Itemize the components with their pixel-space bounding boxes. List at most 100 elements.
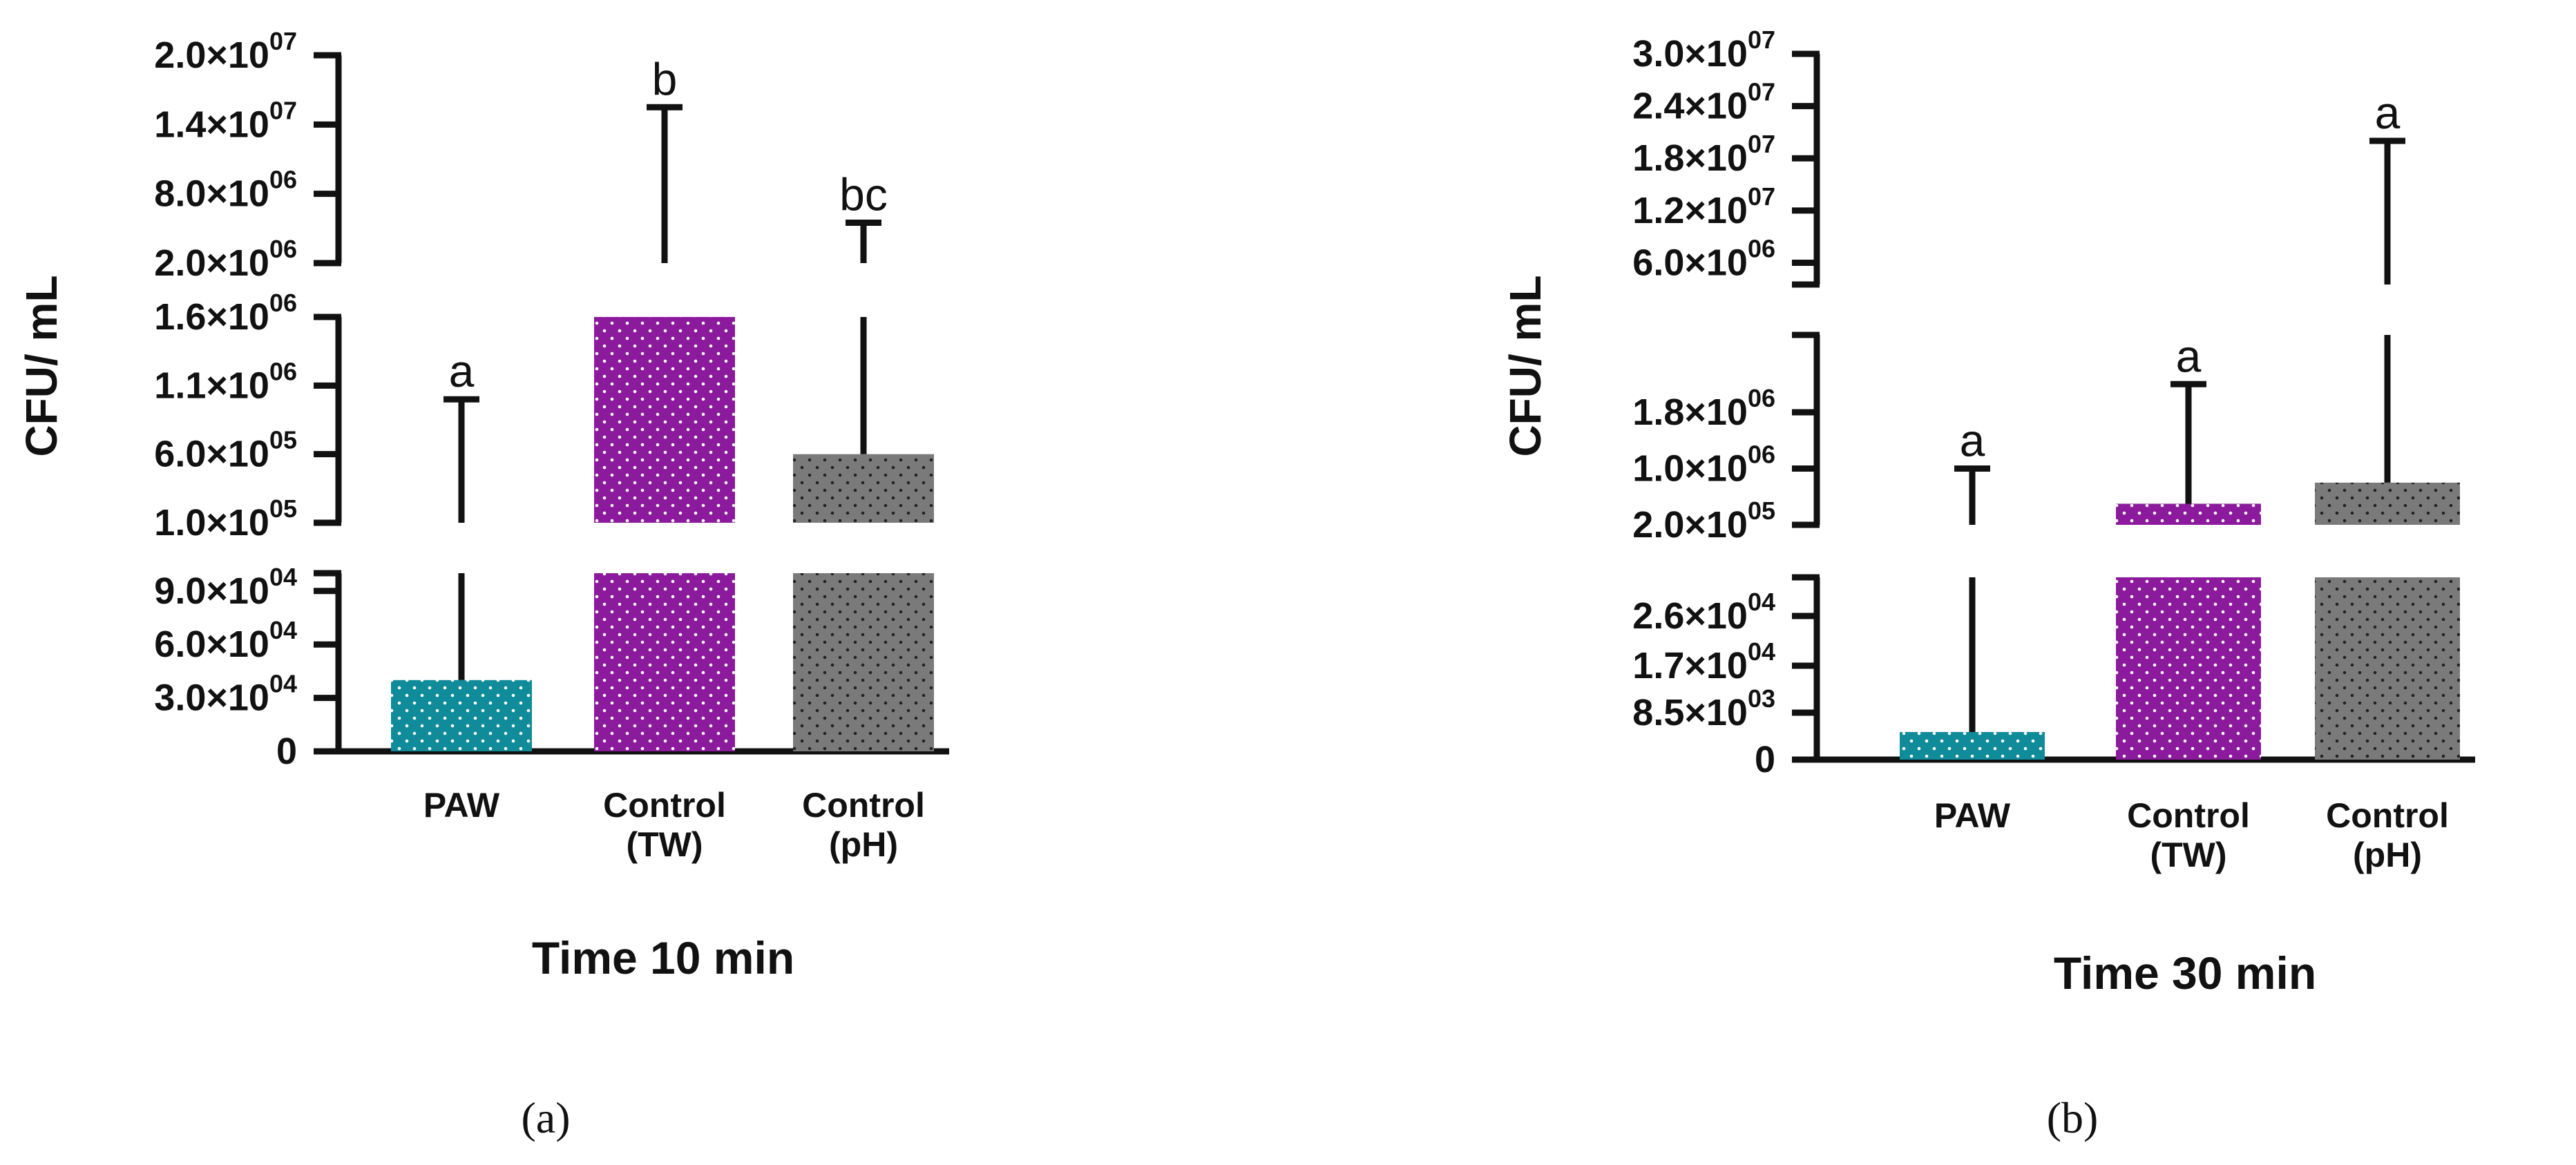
y-tick-exponent: 05 xyxy=(1748,497,1775,525)
y-axis-title: CFU/ mL xyxy=(17,275,66,456)
y-tick-label: 1.4×1007 xyxy=(154,96,297,145)
y-tick-mantissa: 6.0×10 xyxy=(1632,242,1748,283)
y-tick-mantissa: 9.0×10 xyxy=(154,570,269,612)
significance-label-3: a xyxy=(2375,87,2401,138)
y-tick-mantissa: 6.0×10 xyxy=(154,434,269,475)
y-tick-mantissa: 1.7×10 xyxy=(1632,645,1748,686)
significance-label-1: a xyxy=(1960,415,1985,466)
x-axis-title: Time 30 min xyxy=(2054,947,2316,999)
panel-b-chart: 08.5×10031.7×10042.6×10042.0×10051.0×100… xyxy=(1500,26,2475,1142)
y-tick-mantissa: 6.0×10 xyxy=(154,624,269,665)
y-tick-exponent: 06 xyxy=(1748,441,1775,469)
bar-1-segment-1 xyxy=(391,680,532,751)
y-tick-label: 2.0×1005 xyxy=(1632,497,1775,546)
y-tick-label: 6.0×1006 xyxy=(1632,234,1775,283)
category-sublabel-3: (pH) xyxy=(2353,836,2422,874)
y-tick-exponent: 04 xyxy=(1748,588,1775,616)
y-tick-label: 2.0×1006 xyxy=(154,235,297,284)
significance-label-2: b xyxy=(652,53,678,104)
y-tick-label: 2.0×1007 xyxy=(154,27,297,76)
y-tick-exponent: 06 xyxy=(269,289,297,317)
y-tick-mantissa: 1.8×10 xyxy=(1632,137,1748,179)
bar-3-segment-1 xyxy=(793,573,934,751)
y-tick-mantissa: 2.0×10 xyxy=(154,35,269,76)
bar-3-segment-2 xyxy=(793,454,934,523)
y-tick-label: 1.6×1006 xyxy=(154,289,297,338)
y-tick-label: 1.7×1004 xyxy=(1632,637,1775,686)
y-tick-exponent: 04 xyxy=(269,616,297,644)
y-tick-exponent: 06 xyxy=(269,166,297,194)
y-tick-label: 8.0×1006 xyxy=(154,166,297,215)
y-tick-mantissa: 1.2×10 xyxy=(1632,190,1748,231)
y-tick-mantissa: 1.4×10 xyxy=(154,104,269,145)
y-tick-mantissa: 0 xyxy=(276,731,297,772)
category-label-2: Control xyxy=(603,786,726,825)
y-tick-label: 3.0×1007 xyxy=(1632,26,1775,75)
bar-2-segment-2 xyxy=(594,317,735,523)
y-tick-mantissa: 8.0×10 xyxy=(154,173,269,215)
y-tick-label: 6.0×1005 xyxy=(154,426,297,475)
category-sublabel-2: (TW) xyxy=(2150,836,2226,874)
y-tick-exponent: 07 xyxy=(1748,182,1775,211)
bar-3-segment-2 xyxy=(2315,482,2460,525)
y-tick-mantissa: 3.0×10 xyxy=(154,677,269,719)
y-tick-label: 3.0×1004 xyxy=(154,670,297,719)
significance-label-2: a xyxy=(2176,330,2202,381)
y-tick-exponent: 05 xyxy=(269,494,297,523)
significance-label-3: bc xyxy=(839,169,888,220)
y-tick-exponent: 07 xyxy=(1748,26,1775,54)
y-tick-label: 1.0×1005 xyxy=(154,494,297,543)
bar-2-segment-1 xyxy=(2116,577,2261,760)
y-tick-exponent: 07 xyxy=(1748,78,1775,106)
bar-1-segment-1 xyxy=(1900,732,2045,760)
y-tick-mantissa: 0 xyxy=(1755,739,1775,780)
category-label-1: PAW xyxy=(423,786,500,825)
y-tick-mantissa: 2.6×10 xyxy=(1632,595,1748,637)
category-label-3: Control xyxy=(2326,796,2449,835)
y-tick-exponent: 04 xyxy=(269,670,297,698)
significance-label-1: a xyxy=(449,345,475,396)
y-tick-mantissa: 2.0×10 xyxy=(154,242,269,284)
bar-2-segment-2 xyxy=(2116,503,2261,525)
panel-a-chart: 03.0×10046.0×10049.0×10041.0×10056.0×100… xyxy=(17,27,949,1142)
y-axis-title: CFU/ mL xyxy=(1500,275,1550,456)
y-tick-label: 9.0×1004 xyxy=(154,563,297,612)
bar-3-segment-1 xyxy=(2315,577,2460,760)
y-tick-label: 2.4×1007 xyxy=(1632,78,1775,127)
y-tick-mantissa: 2.4×10 xyxy=(1632,86,1748,127)
y-tick-mantissa: 1.0×10 xyxy=(1632,448,1748,490)
y-tick-label: 0 xyxy=(1755,739,1775,780)
y-tick-mantissa: 1.1×10 xyxy=(154,365,269,406)
y-tick-label: 2.6×1004 xyxy=(1632,588,1775,637)
y-tick-exponent: 03 xyxy=(1748,684,1775,713)
y-tick-exponent: 07 xyxy=(269,27,297,55)
y-tick-exponent: 06 xyxy=(1748,234,1775,262)
category-label-1: PAW xyxy=(1934,796,2011,835)
y-tick-exponent: 07 xyxy=(269,96,297,124)
y-tick-mantissa: 1.0×10 xyxy=(154,502,269,543)
panel-label: (a) xyxy=(521,1093,570,1142)
y-tick-mantissa: 3.0×10 xyxy=(1632,33,1748,75)
y-tick-mantissa: 8.5×10 xyxy=(1632,692,1748,733)
x-axis-title: Time 10 min xyxy=(532,932,794,983)
y-tick-mantissa: 1.8×10 xyxy=(1632,392,1748,433)
y-tick-label: 0 xyxy=(276,731,297,772)
y-tick-exponent: 06 xyxy=(269,235,297,263)
y-tick-label: 1.2×1007 xyxy=(1632,182,1775,231)
bar-2-segment-1 xyxy=(594,573,735,751)
y-tick-exponent: 06 xyxy=(1748,384,1775,412)
y-tick-exponent: 05 xyxy=(269,426,297,454)
y-tick-label: 8.5×1003 xyxy=(1632,684,1775,733)
y-tick-mantissa: 2.0×10 xyxy=(1632,504,1748,546)
category-sublabel-2: (TW) xyxy=(626,825,703,864)
y-tick-exponent: 06 xyxy=(269,357,297,385)
y-tick-exponent: 04 xyxy=(1748,637,1775,666)
category-label-3: Control xyxy=(802,786,925,825)
category-label-2: Control xyxy=(2127,796,2250,835)
panel-label: (b) xyxy=(2047,1093,2099,1142)
y-tick-label: 6.0×1004 xyxy=(154,616,297,665)
y-tick-exponent: 07 xyxy=(1748,130,1775,158)
y-tick-label: 1.1×1006 xyxy=(154,357,297,406)
y-tick-mantissa: 1.6×10 xyxy=(154,296,269,338)
